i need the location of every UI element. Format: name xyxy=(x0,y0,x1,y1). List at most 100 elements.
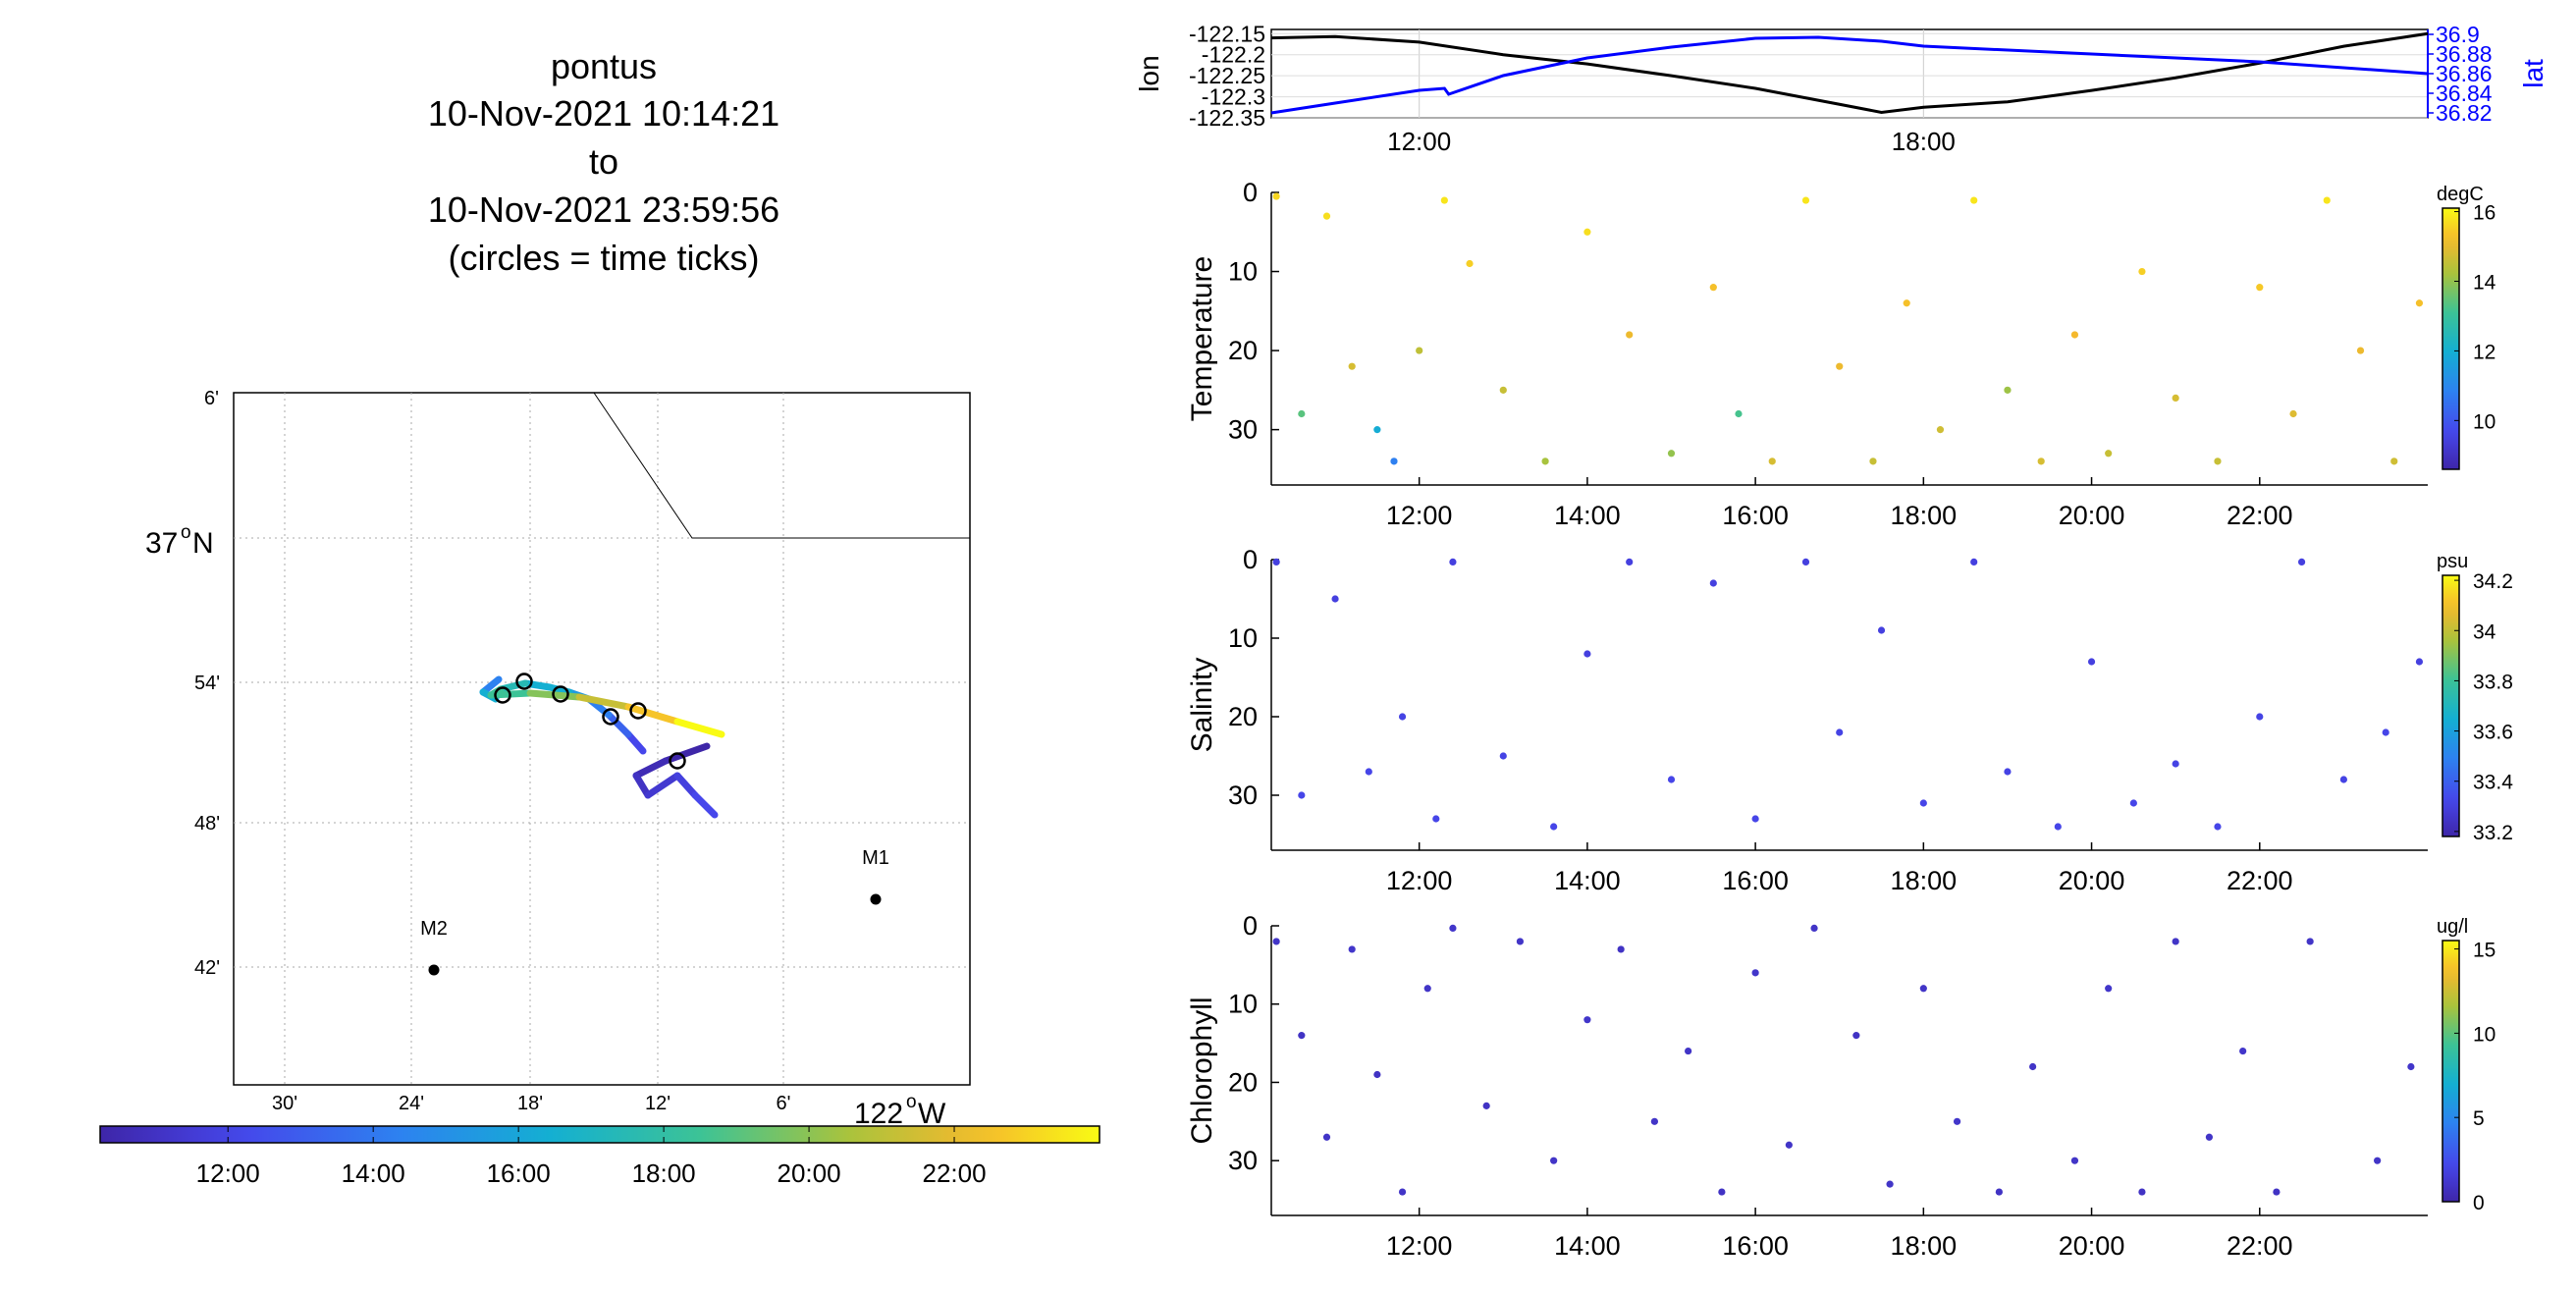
temperature-xtick-label-0: 12:00 xyxy=(1386,501,1453,530)
temperature-point-33 xyxy=(2356,347,2365,354)
temperature-point-22 xyxy=(1970,196,1978,204)
chlorophyll-colorbar xyxy=(2442,940,2460,1203)
mooring-markers xyxy=(428,893,882,976)
chlorophyll-point-28 xyxy=(2172,938,2179,945)
time-colorbar-tick-label-2: 16:00 xyxy=(487,1158,551,1188)
mooring-dot-m2 xyxy=(428,964,440,976)
salinity-point-10 xyxy=(1626,558,1634,566)
chlorophyll-point-24 xyxy=(2029,1062,2037,1071)
time-colorbar: 12:00 14:00 16:00 18:00 20:00 22:00 xyxy=(99,1125,1100,1188)
time-tick-circle-4 xyxy=(629,702,647,720)
time-colorbar-tick-label-5: 22:00 xyxy=(922,1158,986,1188)
temperature-point-9 xyxy=(1499,386,1507,394)
chlorophyll-xtick-label-2: 16:00 xyxy=(1722,1231,1789,1261)
temperature-point-2 xyxy=(1322,212,1331,220)
time-series-panels: 12:00 18:00 -122.15-122.2-122.25-122.3-122… xyxy=(1134,21,2549,1261)
temperature-xtick-label-1: 14:00 xyxy=(1554,501,1621,530)
lonlat-ytick-left-2: -122.25 xyxy=(1189,63,1265,88)
chlorophyll-point-32 xyxy=(2306,938,2314,945)
chlorophyll-point-26 xyxy=(2105,985,2113,993)
glider-track-segment-19 xyxy=(624,703,681,726)
salinity-point-4 xyxy=(1398,713,1407,721)
salinity-point-27 xyxy=(2339,776,2347,783)
salinity-ytick-label-0: 0 xyxy=(1243,545,1258,574)
salinity-point-25 xyxy=(2256,713,2264,721)
temperature-point-32 xyxy=(2323,196,2331,204)
svg-text:N: N xyxy=(192,527,214,560)
salinity-point-11 xyxy=(1667,776,1676,783)
temperature-point-4 xyxy=(1373,426,1381,434)
temperature-xtick-label-3: 18:00 xyxy=(1891,501,1958,530)
salinity-ytick-label-1: 10 xyxy=(1228,623,1258,653)
salinity-point-2 xyxy=(1331,595,1339,603)
map-lat-label-48: 48' xyxy=(194,813,220,835)
lonlat-ytick-right-3: 36.84 xyxy=(2436,81,2493,106)
salinity-point-26 xyxy=(2297,558,2306,566)
glider-track-segment-18 xyxy=(575,693,632,711)
temperature-ytick-label-0: 0 xyxy=(1243,178,1258,207)
chlorophyll-point-23 xyxy=(1995,1188,2003,1196)
temperature-ytick-label-1: 10 xyxy=(1228,257,1258,287)
chlorophyll-colorbar-tick-label-3: 0 xyxy=(2473,1192,2485,1214)
chlorophyll-ylabel: Chlorophyll xyxy=(1186,997,1218,1144)
time-colorbar-tick-label-0: 12:00 xyxy=(196,1158,260,1188)
map-lat-label-42: 42' xyxy=(194,957,220,979)
chlorophyll-colorbar-tick-label-0: 15 xyxy=(2473,940,2496,962)
chlorophyll-panel: 0 10 20 30 12:00 14:00 16:00 18:00 20:00 22:00 Chl… xyxy=(1186,911,2496,1261)
salinity-point-23 xyxy=(2172,760,2179,768)
salinity-xtick-label-4: 20:00 xyxy=(2059,866,2125,895)
salinity-point-18 xyxy=(1970,558,1978,566)
time-tick-circle-3 xyxy=(602,708,619,726)
temperature-point-5 xyxy=(1390,458,1398,465)
salinity-point-21 xyxy=(2087,658,2096,666)
chlorophyll-xtick-label-1: 14:00 xyxy=(1554,1231,1621,1261)
temperature-point-11 xyxy=(1583,228,1591,236)
salinity-xtick-label-2: 16:00 xyxy=(1722,866,1789,895)
salinity-point-28 xyxy=(2382,728,2389,736)
temperature-ytick-label-2: 20 xyxy=(1228,336,1258,365)
salinity-point-5 xyxy=(1432,815,1440,823)
temperature-ytick-label-3: 30 xyxy=(1228,415,1258,445)
chlorophyll-point-2 xyxy=(1322,1133,1331,1141)
temperature-point-7 xyxy=(1440,196,1448,204)
svg-text:37: 37 xyxy=(145,527,178,560)
salinity-ytick-label-2: 20 xyxy=(1228,702,1258,731)
temperature-point-27 xyxy=(2138,267,2146,276)
temperature-point-18 xyxy=(1836,362,1844,370)
lonlat-ytick-left-1: -122.2 xyxy=(1202,42,1265,68)
salinity-point-17 xyxy=(1919,799,1927,807)
lonlat-xtick-label-1: 18:00 xyxy=(1892,127,1956,156)
salinity-point-14 xyxy=(1801,558,1810,566)
temperature-point-35 xyxy=(2415,299,2424,307)
chlorophyll-point-15 xyxy=(1718,1188,1726,1196)
chlorophyll-point-11 xyxy=(1583,1016,1591,1024)
salinity-point-19 xyxy=(2004,768,2012,776)
title-line-2: 10-Nov-2021 10:14:21 xyxy=(428,93,779,134)
salinity-xtick-label-1: 14:00 xyxy=(1554,866,1621,895)
time-colorbar-tick-label-3: 18:00 xyxy=(632,1158,696,1188)
salinity-colorbar-tick-label-0: 34.2 xyxy=(2473,570,2513,593)
salinity-point-6 xyxy=(1449,558,1457,566)
time-tick-circle-2 xyxy=(552,685,569,703)
temperature-point-31 xyxy=(2289,409,2297,418)
title-line-4: 10-Nov-2021 23:59:56 xyxy=(428,189,779,230)
lonlat-ytick-left-4: -122.35 xyxy=(1189,105,1265,131)
salinity-ytick-label-3: 30 xyxy=(1228,781,1258,810)
chlorophyll-point-20 xyxy=(1886,1180,1894,1188)
lonlat-ytick-left-3: -122.3 xyxy=(1202,84,1265,110)
salinity-point-24 xyxy=(2214,823,2222,831)
title-line-1: pontus xyxy=(551,46,657,86)
salinity-ylabel: Salinity xyxy=(1186,658,1218,753)
salinity-colorbar-tick-label-4: 33.4 xyxy=(2473,772,2513,794)
glider-track-segment-5 xyxy=(691,791,719,819)
svg-text:122: 122 xyxy=(854,1098,903,1130)
time-colorbar-ticks: 12:00 14:00 16:00 18:00 20:00 22:00 xyxy=(196,1126,987,1188)
temperature-point-30 xyxy=(2256,284,2264,292)
time-tick-circle-1 xyxy=(515,673,533,690)
lonlat-ytick-right-1: 36.88 xyxy=(2436,41,2493,67)
chlorophyll-point-17 xyxy=(1785,1141,1793,1149)
time-tick-circles xyxy=(494,673,686,770)
salinity-point-1 xyxy=(1298,791,1306,799)
map-lat-label-1: 6' xyxy=(204,388,219,409)
lonlat-ytick-right-2: 36.86 xyxy=(2436,61,2493,86)
